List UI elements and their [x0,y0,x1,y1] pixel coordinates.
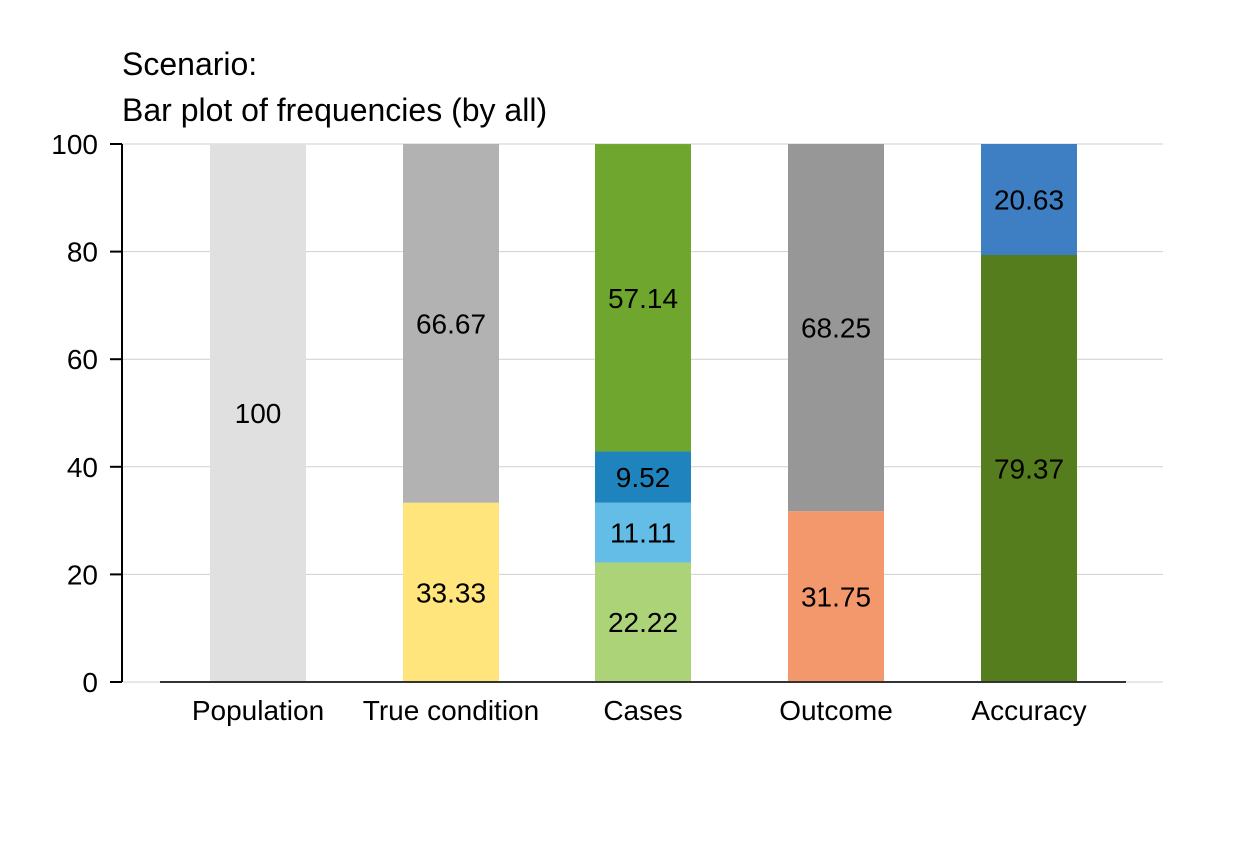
bar-value-label: 100 [235,398,282,429]
bar-segment [403,502,499,682]
x-tick-label: True condition [363,695,539,726]
y-tick-label: 60 [67,344,98,375]
x-tick-label: Population [192,695,324,726]
y-tick-label: 100 [51,129,98,160]
bar-segment [788,144,884,512]
x-tick-label: Outcome [779,695,893,726]
bar-segment [403,144,499,503]
bar-value-label: 9.52 [616,462,671,493]
bar-value-label: 79.37 [994,453,1064,484]
y-tick-label: 0 [82,667,98,698]
bar-value-label: 22.22 [608,607,678,638]
y-tick-label: 80 [67,237,98,268]
chart-title-line-1: Scenario: [122,46,258,82]
x-tick-label: Accuracy [971,695,1086,726]
bar-value-label: 11.11 [610,518,676,549]
y-tick-label: 20 [67,559,98,590]
bar-segment [595,502,691,563]
bar-value-label: 20.63 [994,184,1064,215]
bar-value-label: 33.33 [416,577,486,608]
bar-value-label: 68.25 [801,313,871,344]
bar-segment [210,144,306,682]
bar-segment [788,511,884,682]
bar-segment [981,144,1077,255]
x-tick-label: Cases [603,695,682,726]
y-tick-label: 40 [67,452,98,483]
bar-segment [981,254,1077,683]
bar-segment [595,451,691,503]
bar-value-label: 31.75 [801,582,871,613]
bar-segment [595,144,691,452]
chart-title-line-2: Bar plot of frequencies (by all) [122,92,548,128]
bar-value-label: 66.67 [416,308,486,339]
bar-segment [595,562,691,682]
bar-value-label: 57.14 [608,283,678,314]
